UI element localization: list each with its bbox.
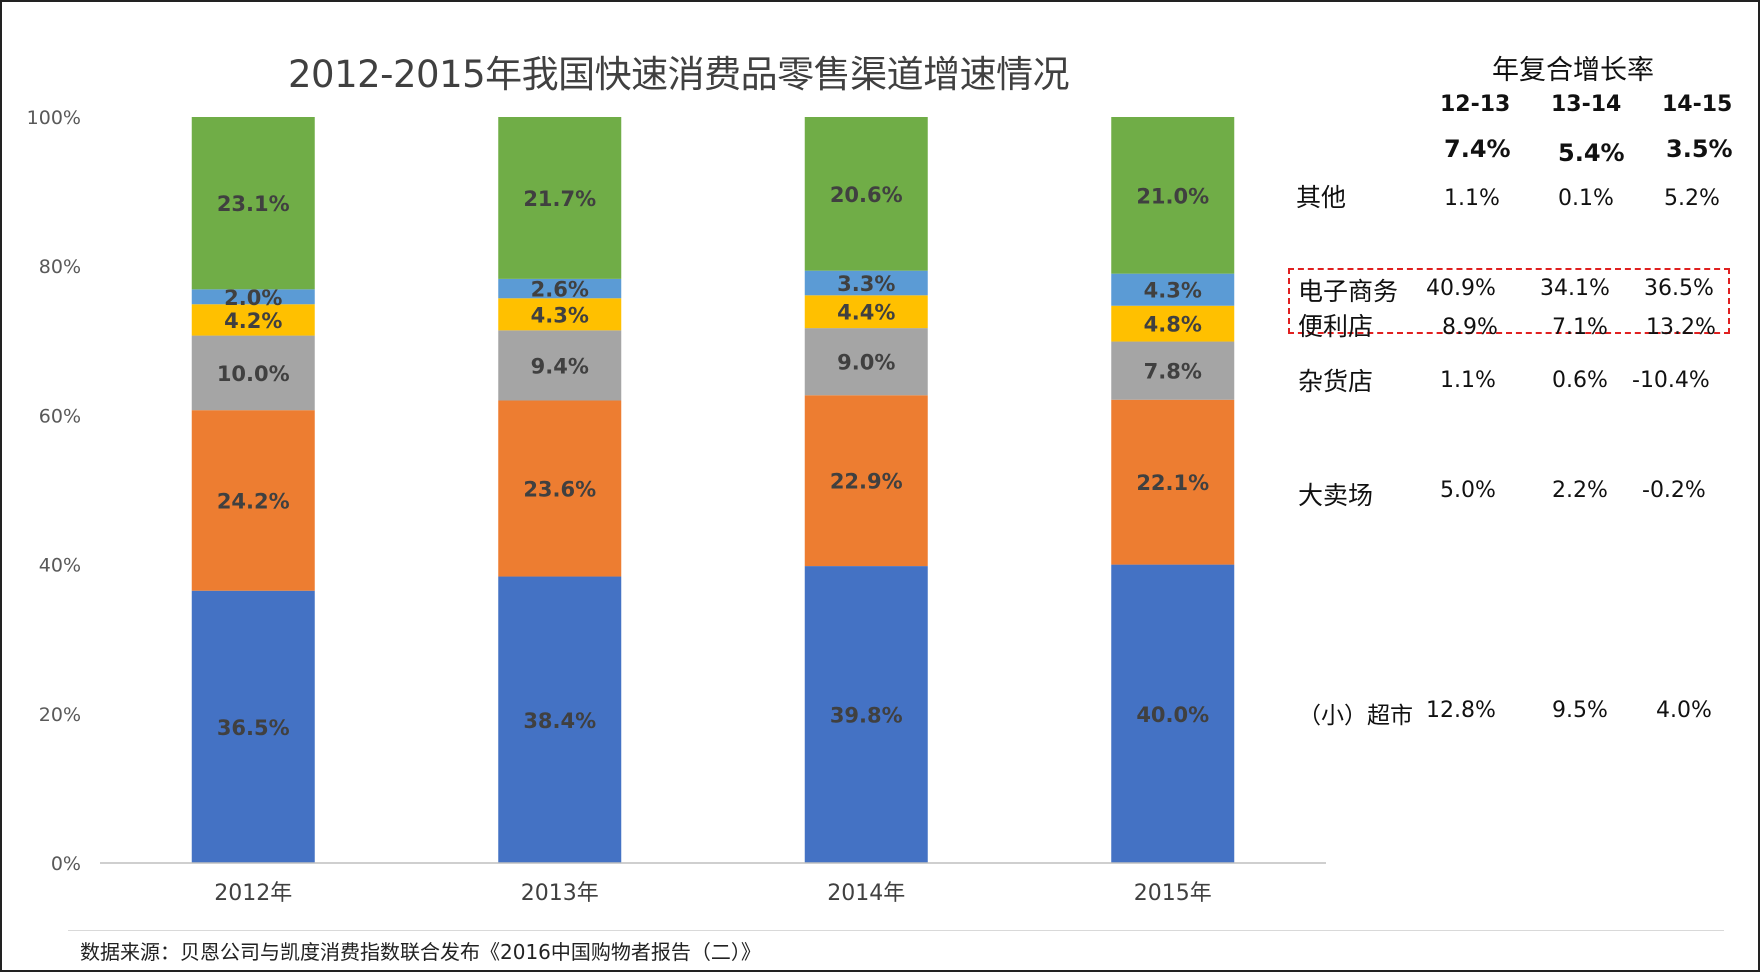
- cagr-cell: 7.1%: [1552, 315, 1608, 340]
- cagr-period: 14-15: [1662, 92, 1733, 117]
- cagr-row-label: （小）超市: [1298, 703, 1413, 729]
- data-label: 23.1%: [217, 192, 290, 216]
- data-label: 39.8%: [830, 704, 903, 728]
- bar-segment: [804, 270, 928, 296]
- y-tick-label: 0%: [51, 853, 81, 875]
- bar-segment: [804, 117, 928, 271]
- cagr-cell: 13.2%: [1646, 315, 1716, 340]
- cagr-cell: -0.2%: [1642, 478, 1706, 503]
- cagr-period: 12-13: [1440, 92, 1511, 117]
- bar-segment: [1111, 564, 1235, 863]
- y-tick-label: 20%: [39, 704, 81, 726]
- cagr-overall-value: 7.4%: [1444, 135, 1511, 163]
- cagr-row-label: 电子商务: [1298, 277, 1399, 306]
- cagr-cell: -10.4%: [1632, 368, 1710, 393]
- cagr-cell: 2.2%: [1552, 478, 1608, 503]
- data-label: 22.9%: [830, 470, 903, 494]
- cagr-cell: 0.6%: [1552, 368, 1608, 393]
- cagr-cell: 4.0%: [1656, 698, 1712, 723]
- bar-segment: [498, 298, 622, 331]
- x-tick-label: 2012年: [214, 881, 292, 906]
- bar-segment: [1111, 273, 1235, 306]
- data-label: 38.4%: [523, 709, 596, 733]
- cagr-cell: 1.1%: [1440, 368, 1496, 393]
- cagr-row-label: 其他: [1296, 183, 1347, 212]
- data-label: 9.0%: [837, 351, 895, 375]
- cagr-row-label: 便利店: [1298, 312, 1374, 341]
- cagr-cell: 34.1%: [1540, 276, 1610, 301]
- cagr-cell: 8.9%: [1442, 315, 1498, 340]
- x-tick-label: 2014年: [827, 881, 905, 906]
- data-label: 2.0%: [224, 286, 282, 310]
- data-label: 4.3%: [531, 303, 589, 327]
- bar-segment: [498, 576, 622, 863]
- cagr-row-label: 杂货店: [1298, 367, 1374, 396]
- data-label: 4.8%: [1144, 313, 1202, 337]
- bar-segment: [191, 289, 315, 305]
- data-label: 7.8%: [1144, 360, 1202, 384]
- cagr-cell: 1.1%: [1444, 186, 1500, 211]
- cagr-row-label: 大卖场: [1298, 481, 1374, 510]
- bar-segment: [804, 395, 928, 567]
- data-label: 21.7%: [523, 187, 596, 211]
- bar-segment: [1111, 117, 1235, 274]
- data-label: 2.6%: [531, 278, 589, 302]
- x-tick-label: 2013年: [521, 881, 599, 906]
- bar-segment: [804, 566, 928, 863]
- data-label: 22.1%: [1136, 471, 1209, 495]
- bar-segment: [804, 295, 928, 329]
- bar-segment: [498, 117, 622, 279]
- data-label: 4.2%: [224, 309, 282, 333]
- cagr-cell: 40.9%: [1426, 276, 1496, 301]
- cagr-title: 年复合增长率: [1492, 55, 1654, 86]
- y-tick-label: 40%: [39, 555, 81, 577]
- data-label: 40.0%: [1136, 703, 1209, 727]
- bar-segment: [191, 117, 315, 290]
- data-label: 9.4%: [531, 354, 589, 378]
- cagr-cell: 12.8%: [1426, 698, 1496, 723]
- x-tick-label: 2015年: [1134, 881, 1212, 906]
- bar-segment: [498, 330, 622, 401]
- y-tick-label: 100%: [27, 107, 81, 129]
- bar-segment: [804, 328, 928, 396]
- data-label: 10.0%: [217, 362, 290, 386]
- data-label: 3.3%: [837, 272, 895, 296]
- cagr-period: 13-14: [1551, 92, 1622, 117]
- bar-segment: [191, 590, 315, 863]
- data-label: 4.4%: [837, 301, 895, 325]
- bar-segment: [498, 278, 622, 299]
- data-label: 4.3%: [1144, 279, 1202, 303]
- y-tick-label: 60%: [39, 405, 81, 427]
- data-label: 20.6%: [830, 183, 903, 207]
- data-label: 36.5%: [217, 716, 290, 740]
- data-label: 23.6%: [523, 478, 596, 502]
- footer-divider: [68, 930, 1724, 931]
- cagr-cell: 5.0%: [1440, 478, 1496, 503]
- bar-segment: [1111, 399, 1235, 565]
- cagr-cell: 9.5%: [1552, 698, 1608, 723]
- data-label: 24.2%: [217, 489, 290, 513]
- highlight-box: [1288, 268, 1730, 334]
- bar-segment: [191, 335, 315, 411]
- bar-segment: [498, 400, 622, 577]
- bar-segment: [191, 304, 315, 336]
- chart-title: 2012-2015年我国快速消费品零售渠道增速情况: [288, 53, 1070, 96]
- bar-segment: [191, 410, 315, 591]
- cagr-overall-value: 3.5%: [1666, 135, 1733, 163]
- y-tick-label: 80%: [39, 256, 81, 278]
- bar-segment: [1111, 341, 1235, 400]
- bar-segment: [1111, 305, 1235, 342]
- cagr-cell: 5.2%: [1664, 186, 1720, 211]
- data-source-note: 数据来源：贝恩公司与凯度消费指数联合发布《2016中国购物者报告（二）》: [80, 940, 761, 964]
- cagr-overall-value: 5.4%: [1558, 139, 1625, 167]
- cagr-cell: 36.5%: [1644, 276, 1714, 301]
- data-label: 21.0%: [1136, 184, 1209, 208]
- cagr-cell: 0.1%: [1558, 186, 1614, 211]
